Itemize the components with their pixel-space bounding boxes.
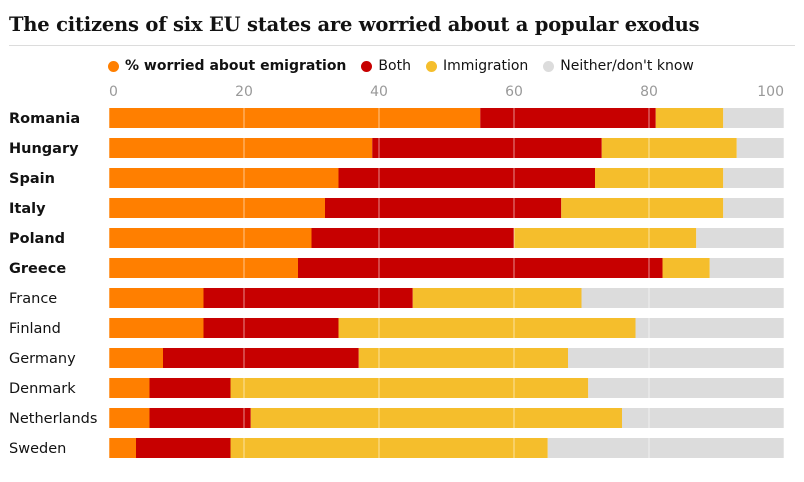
bar-poland-both [311, 228, 514, 248]
bar-france-both [203, 288, 413, 308]
bar-italy-immigration [561, 198, 724, 218]
bar-germany-both [163, 348, 359, 368]
legend-label-emigration: % worried about emigration [125, 58, 347, 74]
legend-swatch-immigration [425, 60, 437, 72]
legend-item-emigration: % worried about emigration [108, 58, 346, 74]
bar-finland-worried-about-emigration [109, 318, 204, 338]
bar-denmark-worried-about-emigration [109, 378, 150, 398]
category-label-denmark: Denmark [9, 381, 76, 397]
bar-spain-immigration [595, 168, 724, 188]
x-tick-label-0: 0 [109, 84, 118, 100]
x-tick-label-40: 40 [370, 84, 388, 100]
bar-romania-both [480, 108, 656, 128]
legend-label-immigration: Immigration [442, 58, 529, 74]
bar-finland-both [203, 318, 339, 338]
bar-greece-neither-don-t-know [709, 258, 784, 278]
bar-hungary-immigration [601, 138, 737, 158]
category-label-sweden: Sweden [9, 441, 66, 457]
bar-netherlands-both [149, 408, 251, 428]
bar-netherlands-neither-don-t-know [622, 408, 784, 428]
bar-greece-both [298, 258, 663, 278]
x-tick-label-100: 100 [757, 84, 784, 100]
category-label-poland: Poland [9, 231, 65, 247]
bar-france-neither-don-t-know [581, 288, 784, 308]
legend-item-immigration: Immigration [425, 58, 529, 74]
bar-sweden-both [136, 438, 231, 458]
bar-france-worried-about-emigration [109, 288, 204, 308]
category-label-finland: Finland [9, 321, 61, 337]
bar-denmark-immigration [230, 378, 589, 398]
legend: % worried about emigration Both Immigrat… [108, 57, 709, 75]
bar-spain-worried-about-emigration [109, 168, 339, 188]
legend-swatch-emigration [108, 60, 119, 72]
bar-spain-neither-don-t-know [723, 168, 784, 188]
bar-romania-immigration [655, 108, 724, 128]
legend-swatch-both [361, 60, 373, 72]
bar-italy-neither-don-t-know [723, 198, 784, 218]
legend-item-neither: Neither/don't know [543, 58, 694, 74]
bar-finland-immigration [338, 318, 636, 338]
x-tick-label-60: 60 [505, 84, 523, 100]
bar-hungary-worried-about-emigration [109, 138, 373, 158]
x-tick-label-80: 80 [640, 84, 658, 100]
bar-sweden-neither-don-t-know [547, 438, 784, 458]
bar-france-immigration [412, 288, 582, 308]
category-label-greece: Greece [9, 261, 66, 277]
bar-netherlands-immigration [250, 408, 622, 428]
bar-romania-worried-about-emigration [109, 108, 481, 128]
bar-hungary-both [372, 138, 602, 158]
legend-item-both: Both [361, 58, 411, 74]
bar-sweden-immigration [230, 438, 548, 458]
bar-finland-neither-don-t-know [635, 318, 784, 338]
bar-denmark-both [149, 378, 231, 398]
bars-group [109, 108, 784, 458]
category-label-france: France [9, 291, 57, 307]
bar-poland-worried-about-emigration [109, 228, 312, 248]
bar-sweden-worried-about-emigration [109, 438, 136, 458]
legend-swatch-neither [543, 60, 555, 72]
bar-romania-neither-don-t-know [723, 108, 784, 128]
bar-greece-worried-about-emigration [109, 258, 298, 278]
legend-label-both: Both [378, 58, 411, 74]
bar-netherlands-worried-about-emigration [109, 408, 150, 428]
bar-spain-both [338, 168, 595, 188]
category-label-italy: Italy [9, 201, 46, 217]
bar-greece-immigration [662, 258, 710, 278]
bar-italy-worried-about-emigration [109, 198, 325, 218]
bar-poland-immigration [514, 228, 697, 248]
bar-italy-both [325, 198, 562, 218]
category-label-germany: Germany [9, 351, 76, 367]
bar-germany-immigration [358, 348, 568, 368]
chart-title: The citizens of six EU states are worrie… [9, 13, 700, 36]
bar-germany-neither-don-t-know [568, 348, 784, 368]
bar-denmark-neither-don-t-know [588, 378, 784, 398]
category-label-romania: Romania [9, 111, 80, 127]
bar-poland-neither-don-t-know [696, 228, 784, 248]
category-label-spain: Spain [9, 171, 55, 187]
bar-germany-worried-about-emigration [109, 348, 163, 368]
category-label-hungary: Hungary [9, 141, 79, 157]
bar-hungary-neither-don-t-know [736, 138, 784, 158]
legend-label-neither: Neither/don't know [560, 58, 694, 74]
x-tick-label-20: 20 [235, 84, 253, 100]
category-label-netherlands: Netherlands [9, 411, 97, 427]
title-divider [9, 45, 795, 46]
